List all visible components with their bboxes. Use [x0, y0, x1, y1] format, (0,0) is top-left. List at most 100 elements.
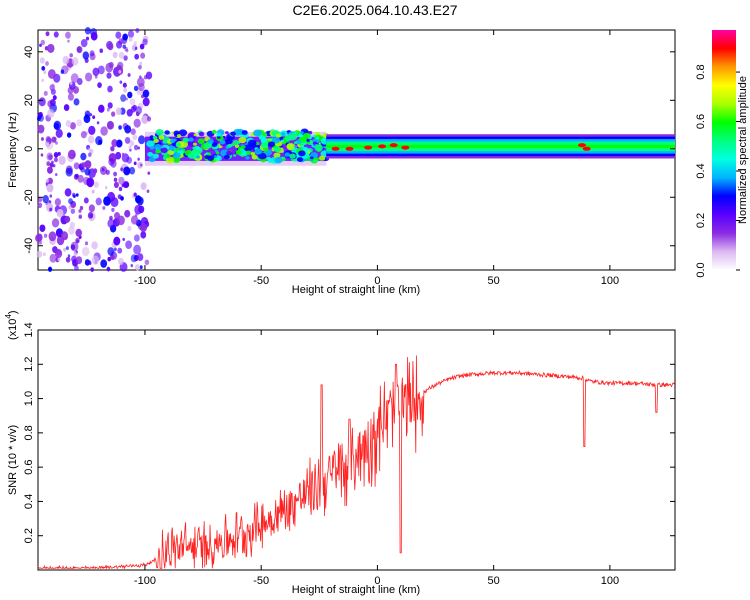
spectrogram-y-tick-label: 0: [23, 146, 35, 152]
spectrogram-noise-blob: [84, 26, 91, 35]
spectrogram-noise-blob: [65, 31, 71, 39]
spectrogram-noise-blob: [128, 145, 132, 150]
spectrogram-noise-blob: [124, 136, 131, 144]
spectrogram-noise-blob: [74, 265, 79, 271]
spectrogram-noise-blob: [90, 267, 95, 272]
spectrogram-noise-blob: [116, 139, 123, 148]
spectrogram-band-blob: [216, 136, 221, 139]
snr-y-tick-label: 0.8: [23, 425, 35, 440]
steady-line-core: [326, 144, 675, 148]
spectrogram-band-blob: [224, 138, 233, 145]
spectrogram-noise-blob: [80, 152, 87, 161]
snr-x-tick-label: -100: [134, 575, 156, 587]
spectrogram-noise-blob: [137, 157, 140, 161]
spectrogram-noise-blob: [47, 69, 56, 79]
spectrogram-noise-blob: [71, 255, 77, 263]
spectrogram-noise-blob: [57, 257, 61, 262]
spectrogram-noise-blob: [80, 130, 87, 139]
spectrogram-band-blob: [235, 149, 242, 155]
spectrogram-noise-blob: [123, 55, 128, 61]
spectrogram-noise-blob: [56, 230, 62, 237]
spectrogram-noise-blob: [124, 124, 132, 134]
spectrogram-noise-blob: [137, 253, 144, 262]
spectrogram-band-blob: [266, 139, 270, 143]
spectrogram-noise-blob: [108, 157, 115, 166]
spectrogram-noise-blob: [88, 125, 96, 135]
spectrogram-noise-blob: [43, 90, 48, 96]
spectrogram-noise-blob: [122, 181, 129, 189]
spectrogram-noise-blob: [106, 72, 112, 79]
spectrogram-noise-blob: [53, 151, 59, 158]
spectrogram-hotspot: [364, 145, 373, 150]
spectrogram-noise-blob: [35, 234, 42, 243]
colorbar-tick-label: 0.8: [695, 64, 707, 79]
spectrogram-noise-blob: [46, 166, 53, 174]
spectrogram-noise-blob: [147, 171, 151, 175]
spectrogram-noise-blob: [69, 221, 76, 229]
spectrogram-noise-blob: [55, 249, 63, 259]
spectrogram-noise-blob: [125, 240, 133, 250]
colorbar-tick-label: 0.4: [695, 163, 707, 178]
spectrogram-noise-blob: [53, 120, 62, 131]
snr-multiplier-base: (x10: [7, 319, 19, 340]
spectrogram-noise-blob: [37, 202, 43, 209]
spectrogram-noise-blob: [99, 165, 108, 175]
spectrogram-noise-blob: [107, 42, 114, 51]
spectrogram-noise-blob: [129, 98, 136, 106]
snr-y-tick-label: 0.6: [23, 459, 35, 474]
spectrogram-noise-blob: [79, 205, 84, 211]
spectrogram-noise-blob: [89, 183, 93, 187]
spectrogram-noise-blob: [45, 178, 49, 183]
snr-y-axis-label: SNR (10 * v/v): [7, 425, 19, 495]
snr-y-tick-label: 1.0: [23, 391, 35, 406]
svg-text:(x104): (x104): [4, 310, 19, 340]
spectrogram-noise-blob: [89, 50, 95, 57]
spectrogram-band-blob: [195, 155, 201, 159]
spectrogram-noise-blob: [140, 182, 147, 191]
spectrogram-noise-blob: [122, 237, 125, 241]
spectrogram-panel: -100 -50 0 50 100 -40 -20 0 20 40 Height of strai…: [7, 26, 676, 296]
spectrogram-noise-blob: [138, 64, 142, 70]
spectrogram-noise-blob: [75, 228, 82, 237]
spectrogram-noise-blob: [39, 43, 42, 48]
spectrogram-noise-blob: [140, 52, 146, 59]
spectrogram-noise-blob: [139, 265, 143, 270]
colorbar-ticks: 0.0 0.2 0.4 0.6 0.8: [695, 64, 740, 278]
spectrogram-noise-blob: [134, 46, 138, 50]
spectrogram-noise-blob: [75, 256, 83, 265]
spectrogram-noise-blob: [85, 36, 90, 41]
spectrogram-band-blob: [182, 137, 189, 143]
spectrogram-noise-blob: [121, 152, 125, 156]
spectrogram-noise-blob: [49, 99, 56, 107]
snr-series-line: [37, 355, 676, 570]
spectrogram-band-blob: [192, 146, 196, 150]
spectrogram-noise-blob: [46, 161, 51, 167]
spectrogram-band-blob: [147, 151, 154, 157]
spectrogram-band-blob: [250, 143, 255, 147]
snr-y-tick-label: 0.4: [23, 494, 35, 509]
spectrogram-noise-blob: [127, 30, 135, 38]
spectrogram-noise-blob: [68, 226, 75, 235]
spectrogram-noise-blob: [42, 195, 49, 204]
snr-x-tick-label: 100: [601, 575, 619, 587]
spectrogram-noise-blob: [122, 82, 127, 88]
spectrogram-band-blob: [211, 129, 217, 134]
spectrogram-band-blob: [154, 144, 162, 151]
spectrogram-noise-blob: [110, 146, 115, 152]
spectrogram-noise-blob: [84, 241, 89, 246]
spectrogram-band-blob: [192, 142, 197, 146]
spectrogram-noise-blob: [146, 189, 150, 194]
spectrogram-x-tick-label: -50: [253, 275, 269, 287]
spectrogram-noise-blob: [110, 254, 115, 261]
colorbar-tick-label: 0.6: [695, 114, 707, 129]
spectrogram-noise-blob: [38, 197, 43, 203]
spectrogram-y-tick-label: -20: [23, 189, 35, 205]
spectrogram-band-blob: [281, 158, 286, 162]
spectrogram-band-blob: [275, 133, 282, 138]
spectrogram-noise-blob: [87, 211, 94, 219]
spectrogram-noise-blob: [113, 177, 118, 182]
spectrogram-noise-blob: [78, 209, 82, 213]
spectrogram-noise-blob: [67, 93, 74, 101]
spectrogram-band-blob: [289, 153, 296, 159]
spectrogram-band-blob: [165, 156, 175, 164]
